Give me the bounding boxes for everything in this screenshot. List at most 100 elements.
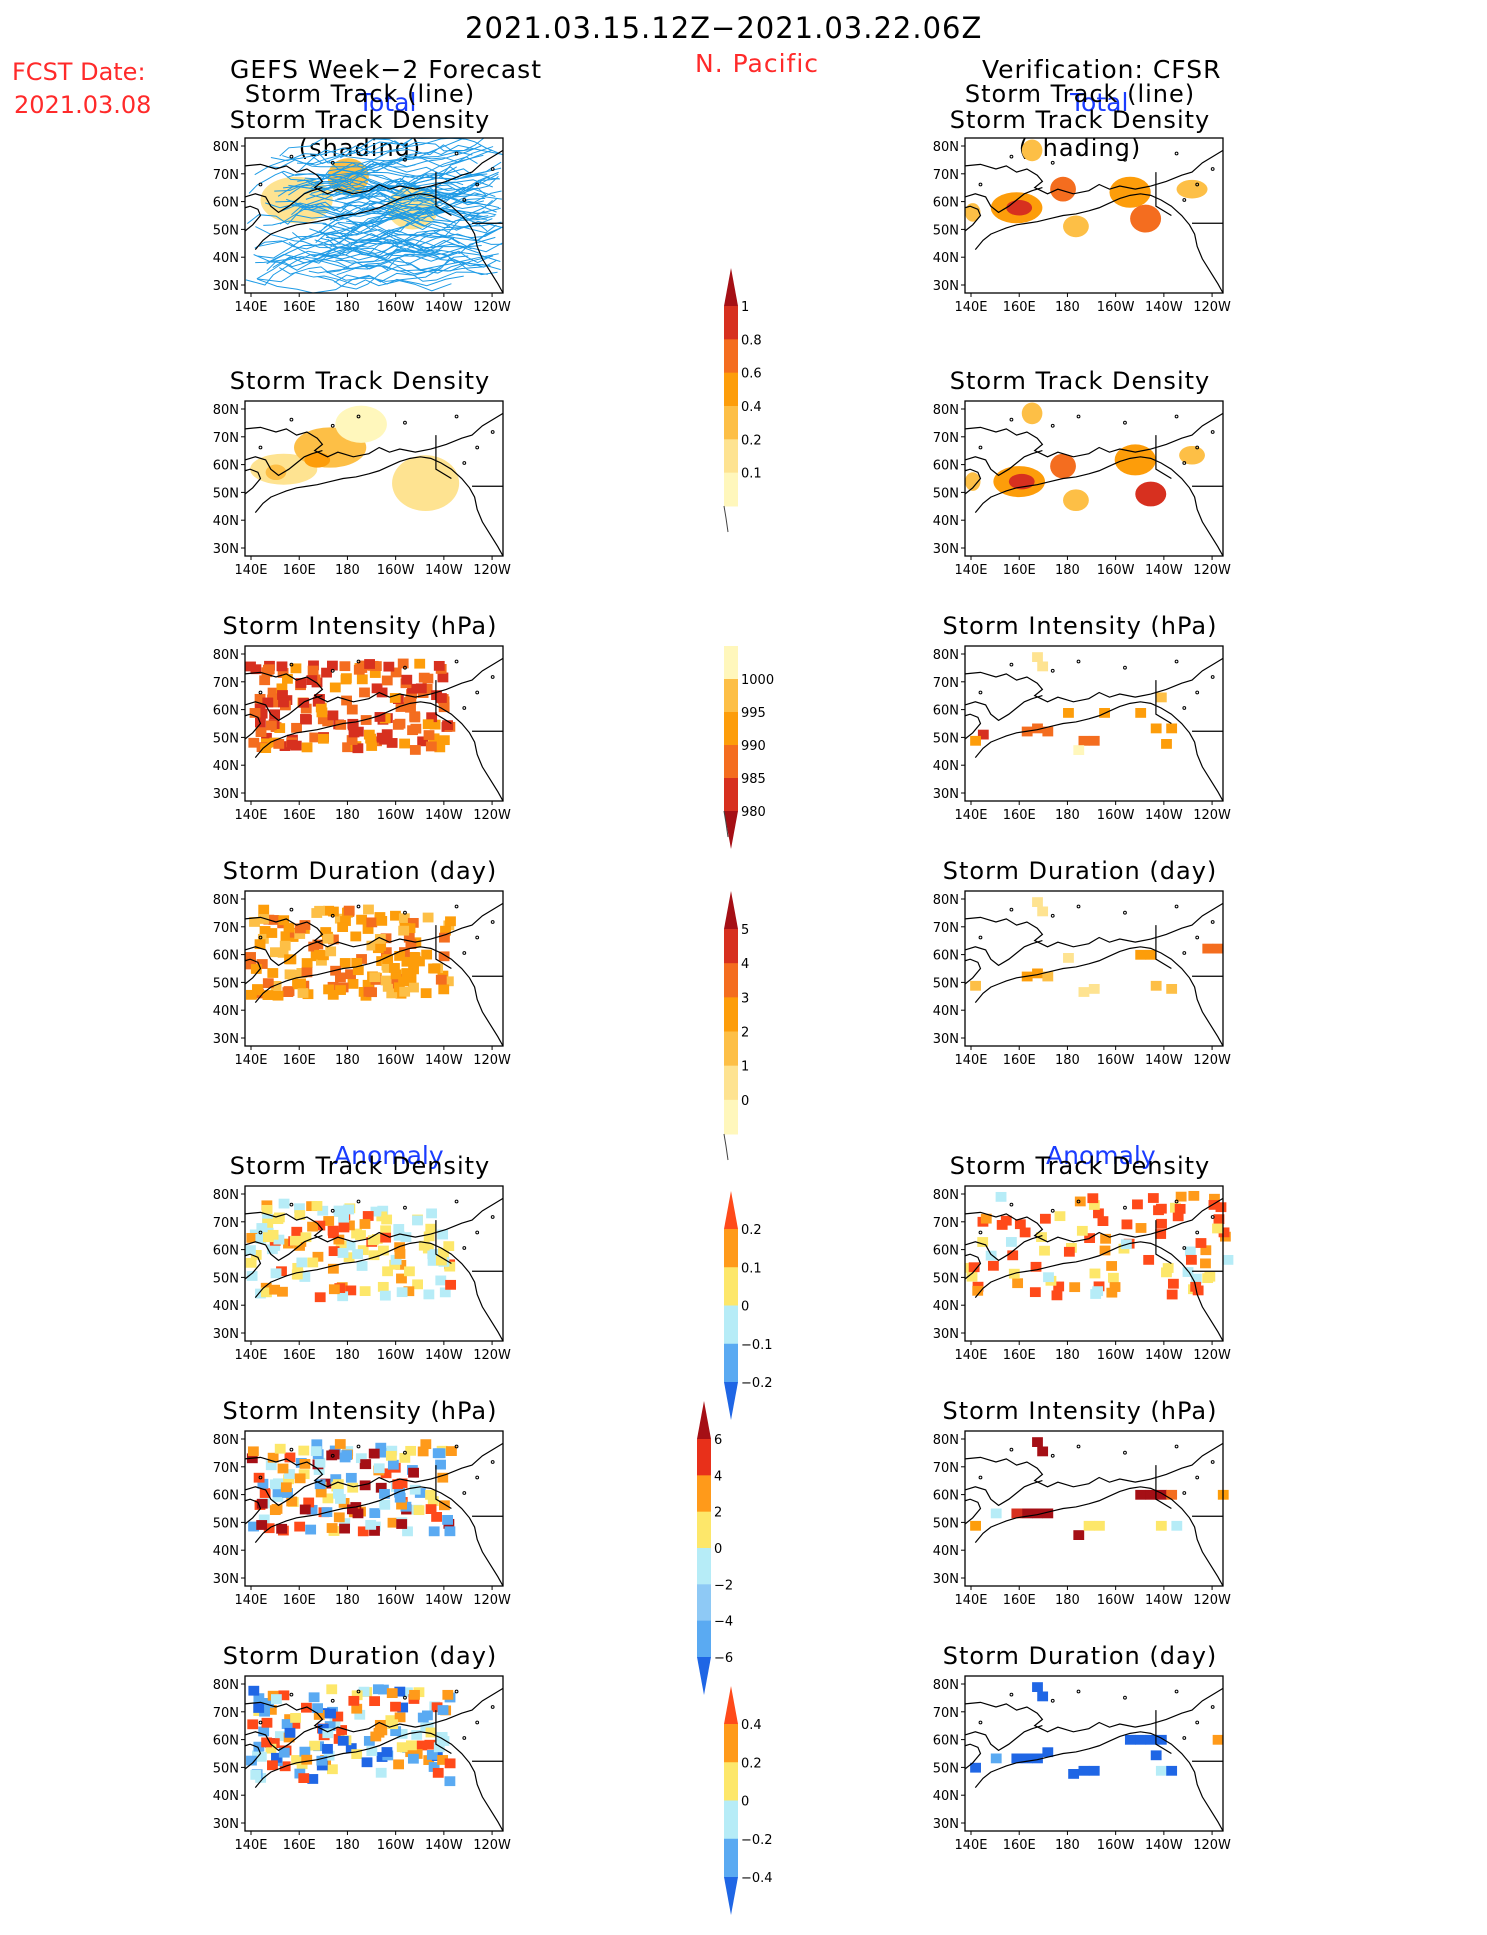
fcst-track-island <box>475 182 480 187</box>
fcst-intensity-anom-cell <box>280 1482 292 1493</box>
fcst-intensity-anom-cell <box>387 1459 399 1470</box>
verif-density-anom-cell <box>1053 1281 1065 1292</box>
fcst-density-anom-cell <box>278 1198 290 1209</box>
fcst-density-anom-cell <box>379 1290 391 1301</box>
fcst-duration-island <box>490 920 495 924</box>
fcst-intensity-anom-coastline <box>254 1486 504 1587</box>
fcst-duration-cell <box>390 969 402 980</box>
verif-track-frame <box>964 137 1224 294</box>
fcst-track-track-line <box>346 216 497 234</box>
fcst-intensity-island <box>490 675 495 679</box>
verif-intensity-map: 80N 70N 60N 50N 40N 30N 140E 160E 180 160W 140W 120… <box>933 645 1231 823</box>
duration-total-colorbar: 5 4 3 2 1 0 <box>723 891 749 1161</box>
fcst-duration-anom-cell <box>405 1747 417 1758</box>
verif-duration-anom-island <box>1050 1698 1055 1703</box>
fcst-density-anom-cell <box>256 1223 268 1233</box>
fcst-density-anom-cell <box>395 1259 407 1270</box>
lat-tick-label: 80N <box>213 893 239 908</box>
verif-density-anom-cell <box>987 1260 999 1271</box>
verif-intensity-cell <box>1088 735 1100 746</box>
fcst-duration-anom-island <box>289 1692 294 1697</box>
fcst-duration-cell <box>390 910 401 921</box>
colorbar-tail <box>723 1133 729 1161</box>
verif-density-anom-cell <box>1209 1193 1220 1204</box>
fcst-density-anom-map: 80N 70N 60N 50N 40N 30N 140E 160E 180 160W 140W 120… <box>213 1185 511 1363</box>
fcst-intensity-cell <box>437 672 449 683</box>
fcst-track-track-line <box>265 202 481 223</box>
lon-tick-label: 140E <box>954 1053 987 1068</box>
fcst-density-anom-cell <box>443 1241 455 1252</box>
fcst-density-anom-cell <box>439 1287 451 1298</box>
lat-tick-label: 50N <box>933 731 959 746</box>
fcst-density-anom-cell <box>412 1279 423 1290</box>
fcst-duration-anom-cell <box>332 1711 344 1722</box>
fcst-density-anom-cell <box>371 1234 383 1244</box>
fcst-intensity-cell <box>314 694 325 704</box>
fcst-duration-anom-cell <box>253 1703 265 1713</box>
verif-duration-cell <box>1145 949 1157 960</box>
fcst-duration-anom-cell <box>376 1725 388 1736</box>
fcst-duration-anom-cell <box>437 1755 449 1765</box>
fcst-intensity-panel: Storm Intensity (hPa) 80N 70N 60N 50N 40N 30N 1… <box>190 612 530 840</box>
fcst-intensity-anom-cell <box>434 1448 446 1459</box>
verif-density-anom-cell <box>972 1285 984 1296</box>
fcst-intensity-cell <box>290 663 302 674</box>
verif-density-anom-island <box>1182 1246 1187 1250</box>
verif-duration-anom-cell <box>1145 1734 1157 1745</box>
lat-tick-label: 40N <box>213 1789 239 1804</box>
fcst-duration-anom-cell <box>278 1690 290 1701</box>
fcst-density-anom-cell <box>328 1228 339 1239</box>
fcst-track-map-svg: 80N 70N 60N 50N 40N 30N 140E 160E 180 160W 140W 120… <box>213 137 511 315</box>
fcst-duration-anom-cell <box>253 1693 265 1704</box>
colorbar-swatch <box>724 339 738 374</box>
colorbar-swatch <box>697 1439 711 1476</box>
verif-duration-anom-cell <box>1068 1769 1080 1779</box>
fcst-duration-anom-coastline <box>254 1731 504 1832</box>
lat-tick-label: 50N <box>933 486 959 501</box>
fcst-duration-anom-cell <box>386 1688 398 1699</box>
fcst-duration-cell <box>421 949 433 960</box>
verif-duration-anom-cell <box>1032 1682 1043 1692</box>
lon-tick-label: 140W <box>425 563 463 578</box>
lat-tick-label: 60N <box>213 459 239 474</box>
fcst-density-island <box>475 445 480 450</box>
lon-tick-label: 180 <box>335 1348 360 1363</box>
colorbar-swatch <box>697 1511 711 1549</box>
fcst-intensity-cell <box>347 720 359 731</box>
fcst-density-anom-cell <box>377 1205 389 1216</box>
verif-density-anom-cell <box>1166 1289 1178 1300</box>
lat-tick-label: 30N <box>933 542 959 557</box>
fcst-density-anom-cell <box>292 1262 304 1273</box>
fcst-duration-frame <box>244 890 504 1047</box>
fcst-track-panel: Storm Track (line) Storm Track Density (s… <box>190 80 530 332</box>
lat-tick-label: 50N <box>213 976 239 991</box>
verif-density-anom-cell <box>1213 1214 1225 1225</box>
fcst-intensity-anom-cell <box>269 1505 281 1516</box>
fcst-duration-coastline <box>254 946 504 1047</box>
fcst-duration-cell <box>297 988 309 998</box>
verif-density-anom-cell <box>1200 1258 1211 1269</box>
verif-density-anom-cell <box>1218 1227 1230 1238</box>
fcst-density-anom-cell <box>435 1275 447 1286</box>
fcst-density-anom-coastline <box>244 1197 504 1243</box>
fcst-intensity-cell <box>397 658 409 669</box>
lon-tick-label: 120W <box>473 1348 511 1363</box>
lon-tick-label: 140W <box>1145 1348 1183 1363</box>
fcst-density-anom-cell <box>277 1286 288 1297</box>
fcst-intensity-anom-cell <box>339 1523 350 1534</box>
verif-duration-cell <box>1150 980 1162 991</box>
fcst-intensity-anom-cell <box>359 1480 371 1491</box>
fcst-intensity-anom-cell <box>352 1508 364 1519</box>
lat-tick-label: 40N <box>213 1299 239 1314</box>
fcst-intensity-cell <box>316 707 328 718</box>
colorbar-label: 5 <box>741 923 749 938</box>
verif-intensity-cell <box>1155 692 1167 703</box>
fcst-intensity-anom-island <box>258 1475 263 1480</box>
fcst-density-anom-cell <box>294 1210 306 1220</box>
fcst-intensity-anom-cell <box>294 1521 306 1532</box>
fcst-density-anom-cell <box>333 1234 345 1245</box>
fcst-duration-cell <box>351 957 363 968</box>
fcst-intensity-anom-cell <box>427 1496 439 1506</box>
lon-tick-label: 180 <box>335 1053 360 1068</box>
fcst-duration-cell <box>442 976 454 987</box>
